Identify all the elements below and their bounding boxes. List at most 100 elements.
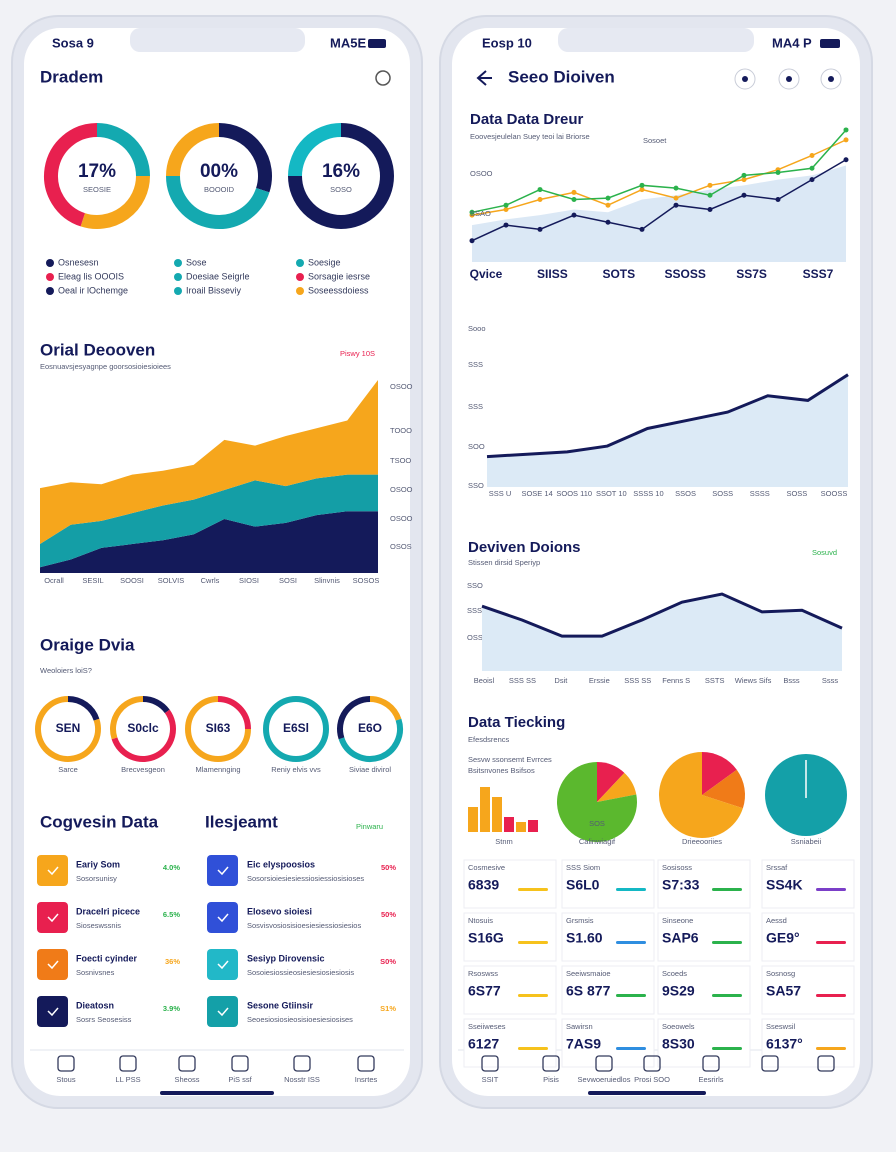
y-axis-label: SSS bbox=[468, 360, 483, 369]
nav-icon[interactable] bbox=[702, 1055, 720, 1072]
nav-icon[interactable] bbox=[293, 1055, 311, 1072]
list-percent: 50% bbox=[381, 863, 396, 872]
nav-label: Nosstr ISS bbox=[284, 1075, 320, 1084]
nav-icon[interactable] bbox=[595, 1055, 613, 1072]
area bbox=[487, 374, 848, 487]
list-icon[interactable] bbox=[37, 902, 68, 933]
back-arrow[interactable] bbox=[476, 70, 492, 86]
ring-segment bbox=[80, 175, 150, 229]
icon-glyph bbox=[47, 960, 59, 970]
x-axis-label: SS7S bbox=[736, 267, 767, 281]
settings-icon[interactable] bbox=[375, 70, 391, 86]
point bbox=[673, 202, 679, 208]
stat-label: Cosmesive bbox=[468, 863, 505, 872]
point bbox=[537, 187, 543, 193]
section-title: Orial Deooven bbox=[40, 340, 155, 359]
stat-label: Rsoswss bbox=[468, 969, 498, 978]
stat-bar bbox=[518, 1047, 548, 1050]
stat-card bbox=[463, 965, 557, 1015]
ring-segment bbox=[337, 696, 371, 740]
list-title: Elosevo sioiesi bbox=[247, 906, 312, 916]
y-axis-label: OSS bbox=[467, 633, 483, 642]
gauge-caption: Brecvesgeon bbox=[121, 765, 165, 774]
stat-card bbox=[561, 912, 655, 962]
list-icon[interactable] bbox=[207, 996, 238, 1027]
donut-value: 17% bbox=[78, 161, 116, 182]
battery bbox=[368, 39, 386, 48]
y-axis-label: OSOO bbox=[390, 382, 413, 391]
nav-icon[interactable] bbox=[817, 1055, 835, 1072]
nav-icon[interactable] bbox=[643, 1055, 661, 1072]
nav-icon[interactable] bbox=[231, 1055, 249, 1072]
point bbox=[809, 165, 815, 171]
nav-icon[interactable] bbox=[761, 1055, 779, 1072]
donut-value: 16% bbox=[322, 161, 360, 182]
section-title: Oraige Dvia bbox=[40, 635, 135, 654]
list-title: Sesiyp Dirovensic bbox=[247, 953, 325, 963]
legend-dot bbox=[174, 287, 182, 295]
nav-label: PiS ssf bbox=[228, 1075, 252, 1084]
nav-icon[interactable] bbox=[178, 1055, 196, 1072]
list-icon[interactable] bbox=[37, 996, 68, 1027]
stat-bar bbox=[816, 888, 846, 891]
pie-slice bbox=[597, 772, 637, 802]
point bbox=[707, 182, 713, 188]
nav-icon[interactable] bbox=[481, 1055, 499, 1072]
nav-icon[interactable] bbox=[57, 1055, 75, 1072]
bar bbox=[528, 820, 538, 832]
stat-card bbox=[463, 912, 557, 962]
stacked-area bbox=[40, 380, 378, 545]
stat-label: SSS Siom bbox=[566, 863, 600, 872]
point bbox=[605, 219, 611, 225]
stat-card bbox=[463, 859, 557, 909]
nav-icon[interactable] bbox=[542, 1055, 560, 1072]
ring-segment bbox=[142, 696, 170, 714]
section-title: Cogvesin Data bbox=[40, 812, 159, 831]
x-axis-label: SSSS 10 bbox=[633, 489, 663, 498]
stat-label: Sosnosg bbox=[766, 969, 795, 978]
ring-segment bbox=[166, 123, 220, 177]
stat-bar bbox=[616, 888, 646, 891]
legend-text: Sose bbox=[186, 257, 207, 267]
list-icon[interactable] bbox=[207, 855, 238, 886]
status-carrier: Sosa 9 bbox=[52, 35, 94, 50]
list-subtitle: Sosrs Seosesiss bbox=[76, 1015, 132, 1024]
gauge-caption: Reniy elvis vvs bbox=[271, 765, 321, 774]
section-title: Data Tiecking bbox=[468, 714, 565, 731]
stat-card bbox=[761, 912, 855, 962]
ring-segment bbox=[369, 696, 402, 721]
stat-bar bbox=[712, 888, 742, 891]
point bbox=[571, 197, 577, 203]
line bbox=[481, 592, 843, 638]
stacked-area bbox=[40, 511, 378, 573]
y-axis-label: OSOS bbox=[390, 542, 412, 551]
y-axis-label: TOOO bbox=[390, 426, 412, 435]
point bbox=[503, 202, 509, 208]
nav-icon[interactable] bbox=[119, 1055, 137, 1072]
list-icon[interactable] bbox=[207, 949, 238, 980]
stat-bar bbox=[712, 994, 742, 997]
donut-caption: BOOOID bbox=[204, 185, 235, 194]
point bbox=[571, 212, 577, 218]
x-axis-label: SOSI bbox=[279, 576, 297, 585]
point bbox=[537, 226, 543, 232]
x-axis-label: SSS U bbox=[489, 489, 512, 498]
stat-label: Srssaf bbox=[766, 863, 788, 872]
point bbox=[469, 238, 475, 244]
section-subtitle: Eoovesjeulelan Suey teoi lai Briorse bbox=[470, 132, 590, 141]
stat-value: S16G bbox=[468, 930, 504, 946]
pie-slice bbox=[556, 762, 638, 842]
stat-bar bbox=[518, 941, 548, 944]
legend-text: Eleag lis OOOIS bbox=[58, 271, 124, 281]
y-axis-label: SSS bbox=[467, 606, 482, 615]
nav-icon[interactable] bbox=[357, 1055, 375, 1072]
list-icon[interactable] bbox=[37, 949, 68, 980]
list-icon[interactable] bbox=[207, 902, 238, 933]
stat-card bbox=[761, 965, 855, 1015]
x-axis-label: Ssss bbox=[822, 676, 839, 685]
list-icon[interactable] bbox=[37, 855, 68, 886]
y-axis-label: SOO bbox=[468, 442, 485, 451]
stat-label: Scoeds bbox=[662, 969, 687, 978]
nav-label: Stous bbox=[56, 1075, 75, 1084]
